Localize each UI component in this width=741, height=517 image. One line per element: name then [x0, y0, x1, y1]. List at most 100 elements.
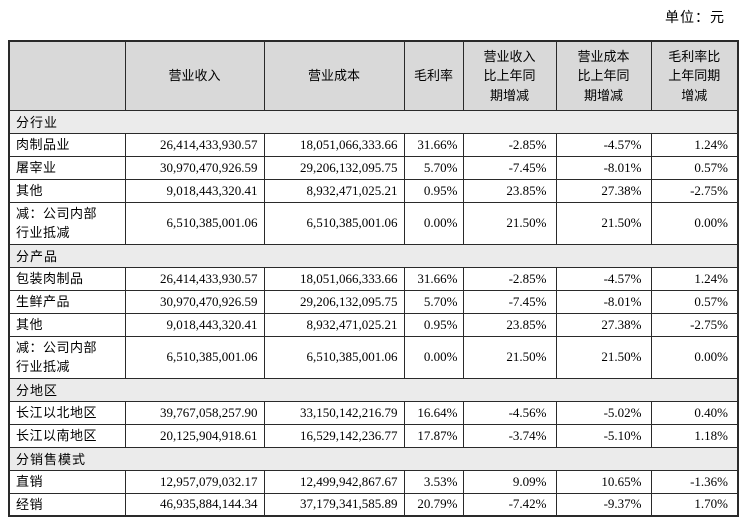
- section-row-industry: 分行业: [8, 109, 739, 134]
- cell-label: 减：公司内部 行业抵减: [8, 335, 126, 379]
- cell-revenue-yoy: 21.50%: [462, 335, 557, 379]
- cell-margin-yoy: 0.00%: [650, 201, 739, 245]
- cell-revenue-yoy: -7.45%: [462, 155, 557, 180]
- header-cost: 营业成本: [263, 40, 405, 111]
- cell-margin: 0.00%: [403, 201, 464, 245]
- cell-margin: 0.95%: [403, 312, 464, 337]
- table-row: 直销 12,957,079,032.17 12,499,942,867.67 3…: [8, 469, 739, 494]
- cell-label: 经销: [8, 492, 126, 517]
- cell-cost: 37,179,341,585.89: [263, 492, 405, 517]
- cell-revenue: 6,510,385,001.06: [124, 201, 265, 245]
- cell-revenue-yoy: 21.50%: [462, 201, 557, 245]
- cell-cost-yoy: 27.38%: [555, 312, 652, 337]
- segment-revenue-table: 营业收入 营业成本 毛利率 营业收入 比上年同 期增减 营业成本 比上年同 期增…: [8, 40, 739, 517]
- cell-cost-yoy: 21.50%: [555, 201, 652, 245]
- unit-label: 单位：元: [665, 11, 725, 26]
- cell-cost-yoy: -8.01%: [555, 289, 652, 314]
- cell-margin-yoy: 0.40%: [650, 400, 739, 425]
- cell-label: 其他: [8, 312, 126, 337]
- table-row: 经销 46,935,884,144.34 37,179,341,585.89 2…: [8, 492, 739, 517]
- cell-cost-yoy: -5.10%: [555, 423, 652, 448]
- cell-revenue-yoy: -4.56%: [462, 400, 557, 425]
- cell-margin-yoy: 0.00%: [650, 335, 739, 379]
- cell-cost-yoy: 21.50%: [555, 335, 652, 379]
- cell-cost: 8,932,471,025.21: [263, 312, 405, 337]
- cell-revenue-yoy: -2.85%: [462, 132, 557, 157]
- cell-cost: 29,206,132,095.75: [263, 289, 405, 314]
- cell-margin-yoy: -2.75%: [650, 178, 739, 203]
- cell-cost-yoy: -9.37%: [555, 492, 652, 517]
- cell-cost-yoy: -4.57%: [555, 266, 652, 291]
- cell-revenue: 6,510,385,001.06: [124, 335, 265, 379]
- header-margin-yoy: 毛利率比 上年同期 增减: [650, 40, 739, 111]
- section-label: 分地区: [8, 377, 739, 402]
- cell-cost: 18,051,066,333.66: [263, 266, 405, 291]
- cell-cost: 33,150,142,216.79: [263, 400, 405, 425]
- cell-revenue-yoy: -2.85%: [462, 266, 557, 291]
- cell-cost: 12,499,942,867.67: [263, 469, 405, 494]
- cell-cost: 8,932,471,025.21: [263, 178, 405, 203]
- table-header-row: 营业收入 营业成本 毛利率 营业收入 比上年同 期增减 营业成本 比上年同 期增…: [8, 40, 739, 111]
- table-row: 包装肉制品 26,414,433,930.57 18,051,066,333.6…: [8, 266, 739, 291]
- cell-revenue-yoy: -7.45%: [462, 289, 557, 314]
- cell-cost-yoy: -8.01%: [555, 155, 652, 180]
- cell-margin-yoy: 0.57%: [650, 289, 739, 314]
- cell-revenue: 30,970,470,926.59: [124, 155, 265, 180]
- cell-margin-yoy: 1.18%: [650, 423, 739, 448]
- cell-cost-yoy: -4.57%: [555, 132, 652, 157]
- cell-margin: 16.64%: [403, 400, 464, 425]
- cell-revenue: 26,414,433,930.57: [124, 132, 265, 157]
- cell-margin: 20.79%: [403, 492, 464, 517]
- cell-label: 减：公司内部 行业抵减: [8, 201, 126, 245]
- cell-cost: 18,051,066,333.66: [263, 132, 405, 157]
- cell-margin: 31.66%: [403, 266, 464, 291]
- section-label: 分销售模式: [8, 446, 739, 471]
- cell-label: 屠宰业: [8, 155, 126, 180]
- cell-margin: 17.87%: [403, 423, 464, 448]
- cell-revenue: 20,125,904,918.61: [124, 423, 265, 448]
- table-row: 减：公司内部 行业抵减 6,510,385,001.06 6,510,385,0…: [8, 335, 739, 379]
- cell-label: 长江以南地区: [8, 423, 126, 448]
- cell-revenue: 26,414,433,930.57: [124, 266, 265, 291]
- table-row: 其他 9,018,443,320.41 8,932,471,025.21 0.9…: [8, 312, 739, 337]
- cell-cost-yoy: -5.02%: [555, 400, 652, 425]
- cell-margin: 0.00%: [403, 335, 464, 379]
- table-row: 长江以北地区 39,767,058,257.90 33,150,142,216.…: [8, 400, 739, 425]
- cell-cost-yoy: 10.65%: [555, 469, 652, 494]
- cell-cost: 6,510,385,001.06: [263, 201, 405, 245]
- cell-revenue: 30,970,470,926.59: [124, 289, 265, 314]
- cell-label: 其他: [8, 178, 126, 203]
- header-cost-yoy: 营业成本 比上年同 期增减: [555, 40, 652, 111]
- cell-margin-yoy: 0.57%: [650, 155, 739, 180]
- cell-margin: 5.70%: [403, 155, 464, 180]
- table-row: 肉制品业 26,414,433,930.57 18,051,066,333.66…: [8, 132, 739, 157]
- section-label: 分产品: [8, 243, 739, 268]
- cell-cost-yoy: 27.38%: [555, 178, 652, 203]
- cell-margin: 0.95%: [403, 178, 464, 203]
- cell-margin-yoy: 1.24%: [650, 132, 739, 157]
- cell-label: 长江以北地区: [8, 400, 126, 425]
- header-margin: 毛利率: [403, 40, 464, 111]
- header-category: [8, 40, 126, 111]
- header-revenue-yoy: 营业收入 比上年同 期增减: [462, 40, 557, 111]
- cell-label: 生鲜产品: [8, 289, 126, 314]
- cell-revenue: 12,957,079,032.17: [124, 469, 265, 494]
- cell-margin-yoy: -2.75%: [650, 312, 739, 337]
- cell-revenue-yoy: -3.74%: [462, 423, 557, 448]
- cell-margin: 5.70%: [403, 289, 464, 314]
- cell-revenue-yoy: 23.85%: [462, 178, 557, 203]
- section-label: 分行业: [8, 109, 739, 134]
- cell-revenue: 9,018,443,320.41: [124, 178, 265, 203]
- cell-label: 肉制品业: [8, 132, 126, 157]
- section-row-sales-mode: 分销售模式: [8, 446, 739, 471]
- cell-revenue: 46,935,884,144.34: [124, 492, 265, 517]
- cell-cost: 29,206,132,095.75: [263, 155, 405, 180]
- table-row: 其他 9,018,443,320.41 8,932,471,025.21 0.9…: [8, 178, 739, 203]
- header-revenue: 营业收入: [124, 40, 265, 111]
- cell-revenue: 9,018,443,320.41: [124, 312, 265, 337]
- section-row-product: 分产品: [8, 243, 739, 268]
- cell-label: 包装肉制品: [8, 266, 126, 291]
- cell-margin: 31.66%: [403, 132, 464, 157]
- cell-margin-yoy: 1.24%: [650, 266, 739, 291]
